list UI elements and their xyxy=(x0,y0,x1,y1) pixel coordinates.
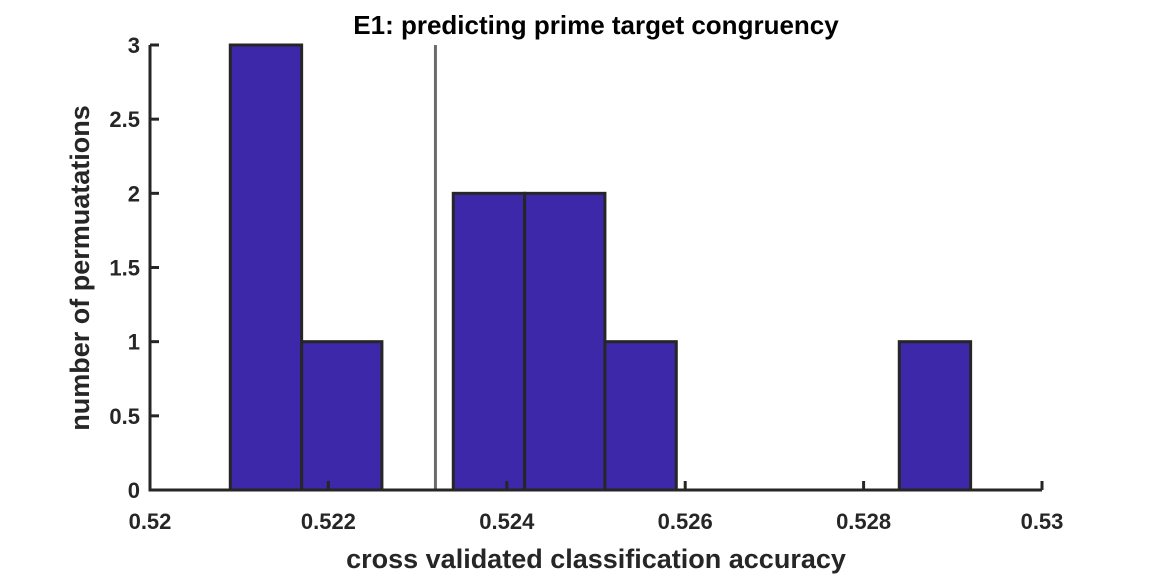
x-tick-label: 0.522 xyxy=(301,509,356,534)
histogram-bar xyxy=(300,340,384,492)
y-axis-label: number of permuatations xyxy=(65,105,95,431)
x-tick-label: 0.524 xyxy=(479,509,535,534)
y-tick-label: 1 xyxy=(128,330,140,355)
histogram-bar xyxy=(603,340,678,492)
y-tick-label: 0.5 xyxy=(109,404,140,429)
y-tick-label: 1.5 xyxy=(109,256,140,281)
x-tick-label: 0.528 xyxy=(836,509,891,534)
chart-title: E1: predicting prime target congruency xyxy=(353,10,839,40)
histogram-bar xyxy=(451,191,527,492)
histogram-bar xyxy=(228,43,304,492)
y-tick-label: 2 xyxy=(128,181,140,206)
axes-layer: 0.52 0.522 0.524 0.526 0.528 0.53 0 0.5 1 1.5 2 2.5… xyxy=(109,33,1063,534)
y-tick-label: 0 xyxy=(128,478,140,503)
y-tick-label: 2.5 xyxy=(109,107,140,132)
histogram-bar xyxy=(523,191,607,492)
x-tick-label: 0.52 xyxy=(129,509,172,534)
x-axis-label: cross validated classification accuracy xyxy=(346,544,846,574)
x-tick-label: 0.53 xyxy=(1021,509,1064,534)
y-tick-label: 3 xyxy=(128,33,140,58)
x-tick-label: 0.526 xyxy=(658,509,713,534)
histogram-bar xyxy=(897,340,973,492)
bars-layer xyxy=(228,43,973,492)
